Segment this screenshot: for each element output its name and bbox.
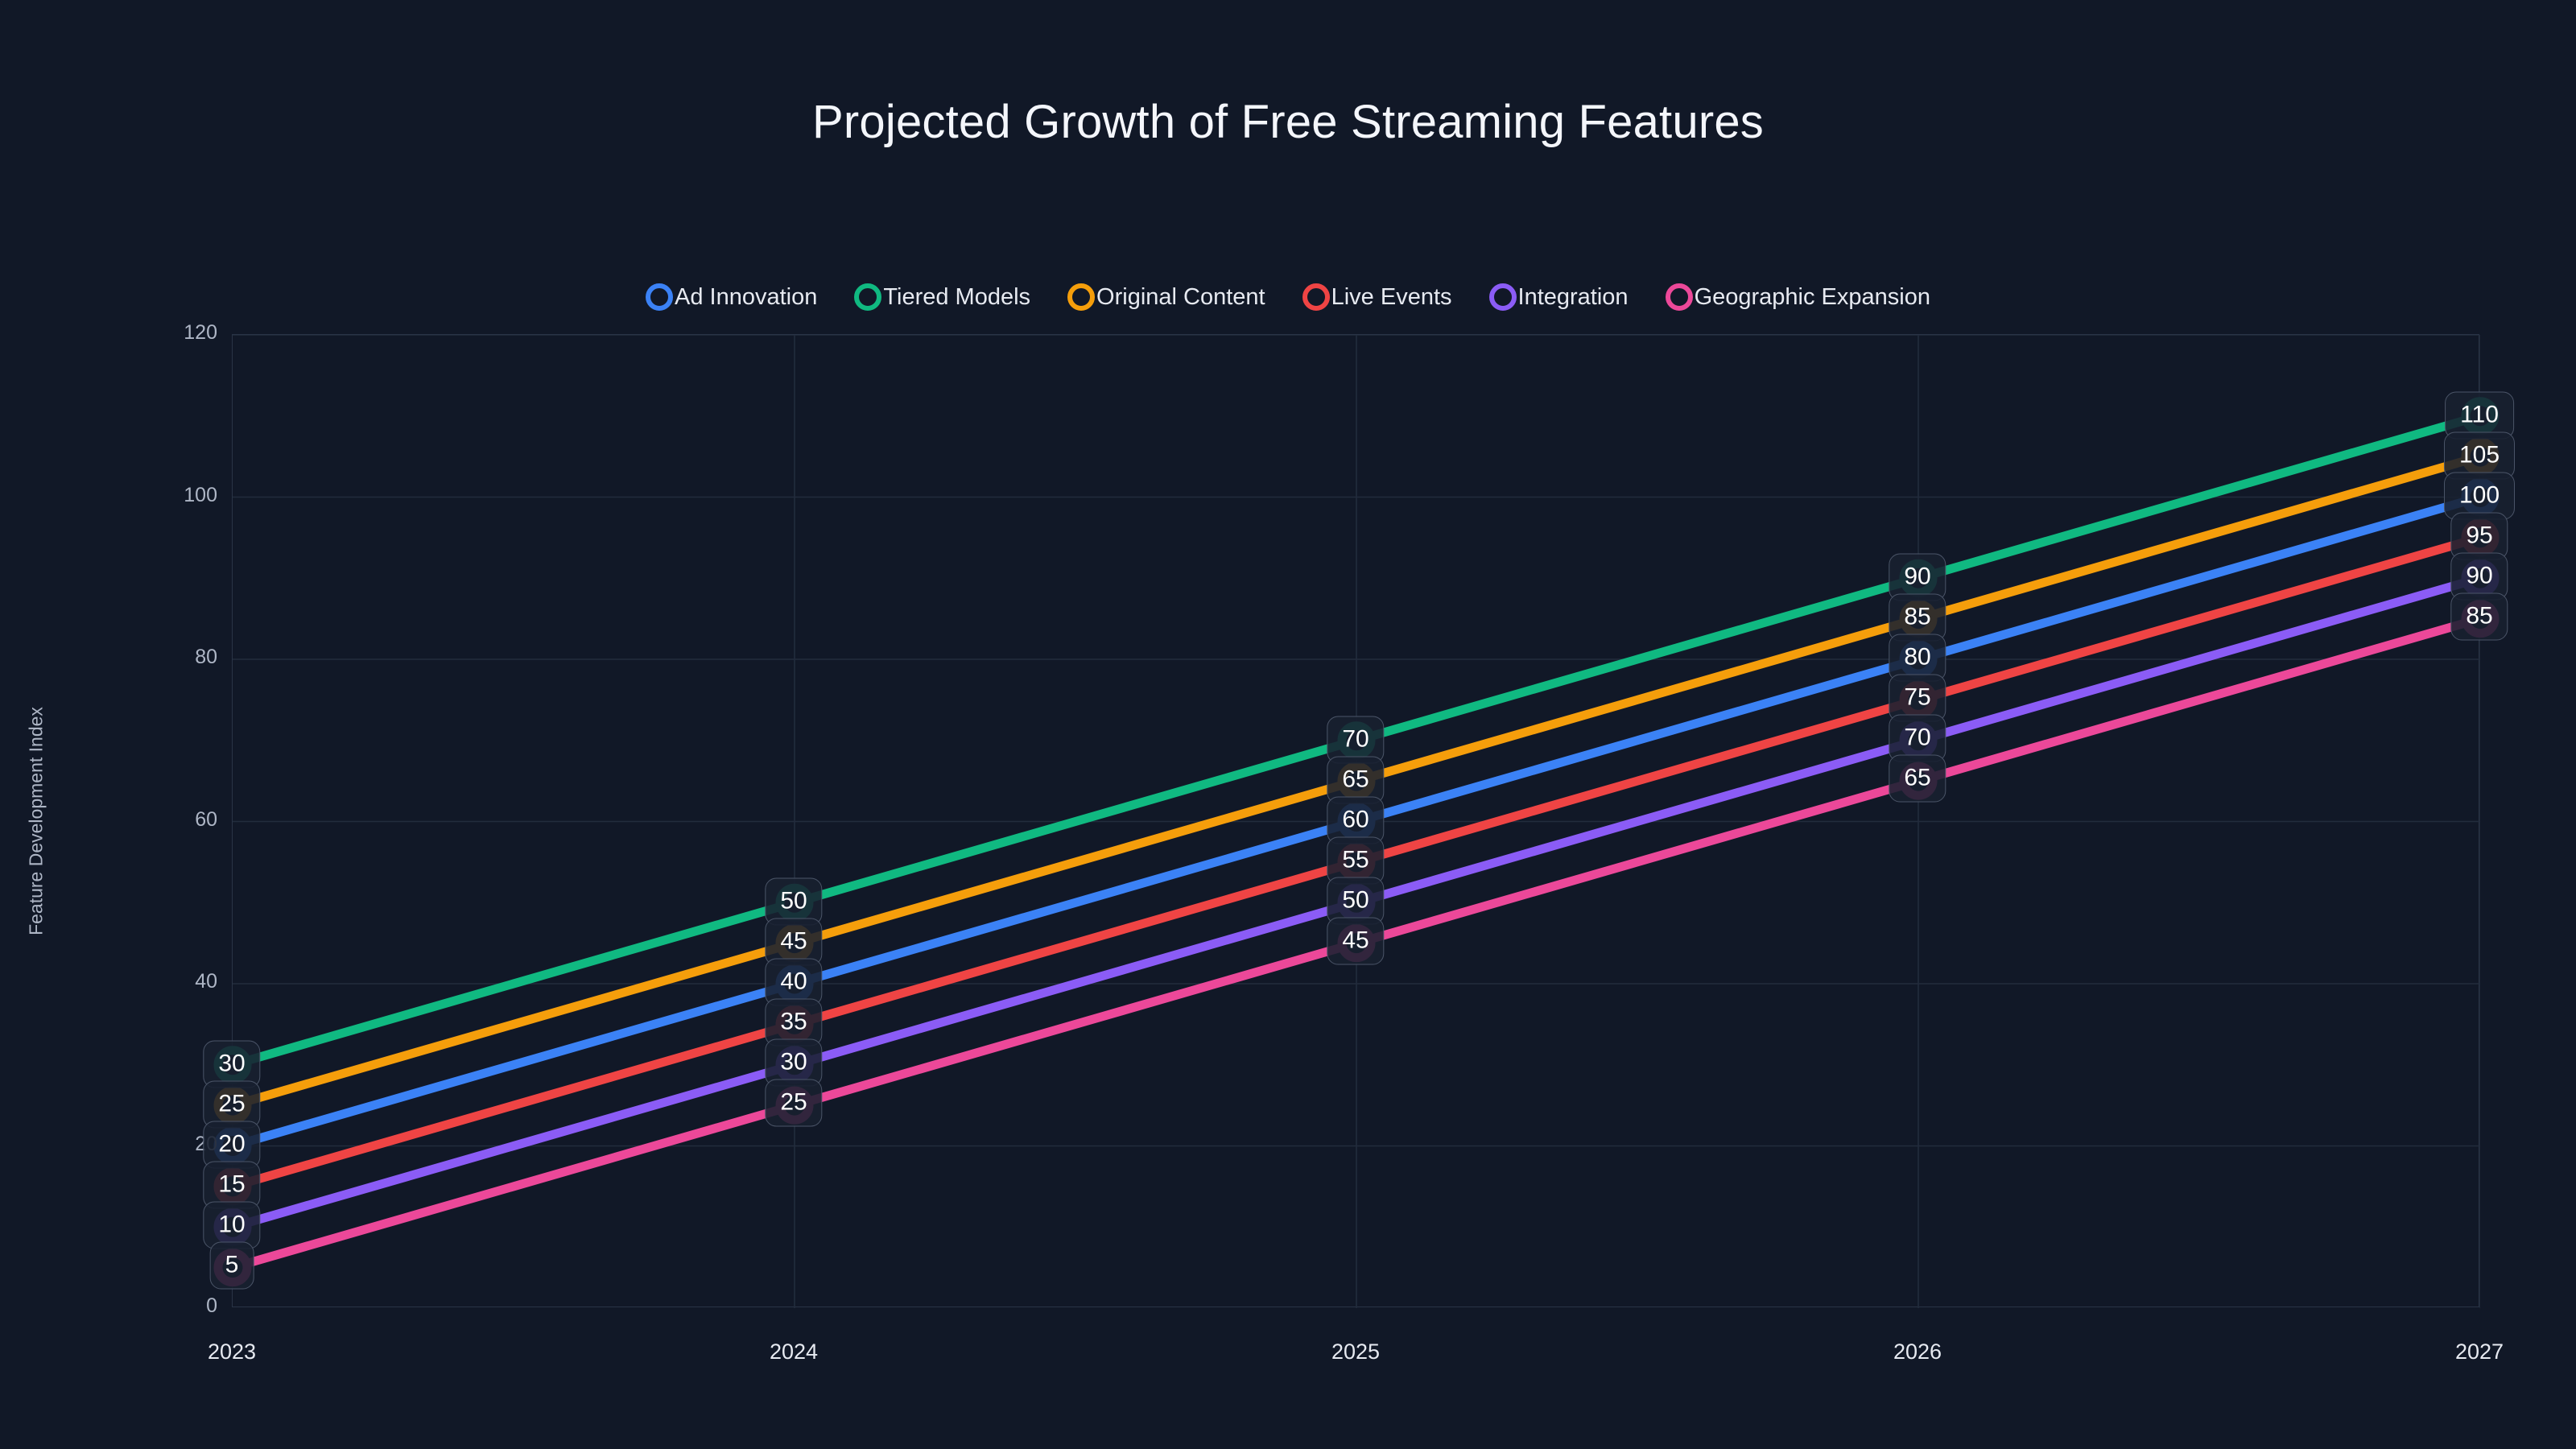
legend-item-geographic-expansion[interactable]: Geographic Expansion [1665, 283, 1930, 311]
data-point-label: 105 [2443, 431, 2516, 480]
legend-item-label: Integration [1517, 283, 1629, 310]
legend-item-label: Live Events [1331, 283, 1452, 310]
data-point-label: 90 [1889, 553, 1946, 601]
data-point-label: 30 [765, 1038, 823, 1087]
x-axis-tick-label: 2025 [1331, 1340, 1381, 1364]
legend-item-live-events[interactable]: Live Events [1302, 283, 1452, 311]
data-point-label: 40 [765, 958, 823, 1006]
x-axis-tick-label: 2027 [2454, 1340, 2504, 1364]
data-point-label: 80 [1889, 634, 1946, 682]
y-axis-tick-label: 0 [206, 1294, 217, 1317]
y-axis-tick-label: 40 [195, 970, 217, 993]
data-point-label: 10 [203, 1201, 261, 1249]
x-axis-tick-label: 2023 [207, 1340, 257, 1364]
legend-item-label: Ad Innovation [675, 283, 818, 310]
y-axis-tick-label: 80 [195, 646, 217, 668]
grid-lines [233, 335, 2480, 1308]
data-point-label: 30 [203, 1040, 261, 1088]
data-point-label: 65 [1889, 754, 1946, 803]
data-point-label: 85 [2450, 592, 2508, 641]
data-point-label: 65 [1327, 756, 1385, 804]
y-axis-tick-label: 120 [184, 321, 217, 344]
legend-marker-icon [1302, 283, 1330, 311]
legend-marker-icon [1665, 283, 1693, 311]
data-point-label: 35 [765, 998, 823, 1046]
y-axis-tick-label: 100 [184, 483, 217, 506]
data-point-label: 15 [203, 1161, 261, 1209]
legend-item-tiered-models[interactable]: Tiered Models [854, 283, 1030, 311]
chart-legend: Ad Innovation Tiered Models Original Conte… [0, 283, 2576, 311]
data-point-label: 45 [765, 918, 823, 966]
chart-title: Projected Growth of Free Streaming Featu… [812, 96, 1764, 148]
legend-item-ad-innovation[interactable]: Ad Innovation [646, 283, 817, 311]
data-point-label: 90 [2450, 552, 2508, 601]
legend-item-label: Geographic Expansion [1694, 283, 1930, 310]
data-point-label: 5 [209, 1241, 254, 1290]
data-point-label: 75 [1889, 674, 1946, 722]
data-point-label: 25 [203, 1080, 261, 1129]
legend-marker-icon [854, 283, 882, 311]
data-point-label: 45 [1327, 917, 1385, 965]
y-axis-title: Feature Development Index [25, 706, 47, 935]
data-point-label: 100 [2443, 472, 2516, 520]
legend-marker-icon [1488, 283, 1517, 311]
legend-marker-icon [1067, 283, 1096, 311]
x-axis-tick-label: 2026 [1893, 1340, 1942, 1364]
legend-item-label: Tiered Models [883, 283, 1031, 310]
data-point-label: 110 [2445, 391, 2514, 440]
data-point-label: 60 [1327, 796, 1385, 844]
data-point-label: 25 [765, 1079, 823, 1127]
legend-item-integration[interactable]: Integration [1488, 283, 1629, 311]
legend-marker-icon [646, 283, 673, 311]
data-point-label: 55 [1327, 836, 1385, 885]
data-point-label: 70 [1327, 716, 1385, 764]
data-point-label: 70 [1889, 714, 1946, 762]
y-axis-tick-label: 60 [195, 807, 217, 831]
x-axis-tick-label: 2024 [769, 1340, 819, 1364]
legend-item-label: Original Content [1096, 283, 1265, 310]
legend-item-original-content[interactable]: Original Content [1067, 283, 1265, 311]
data-point-label: 95 [2450, 512, 2508, 560]
data-point-label: 85 [1889, 593, 1946, 642]
